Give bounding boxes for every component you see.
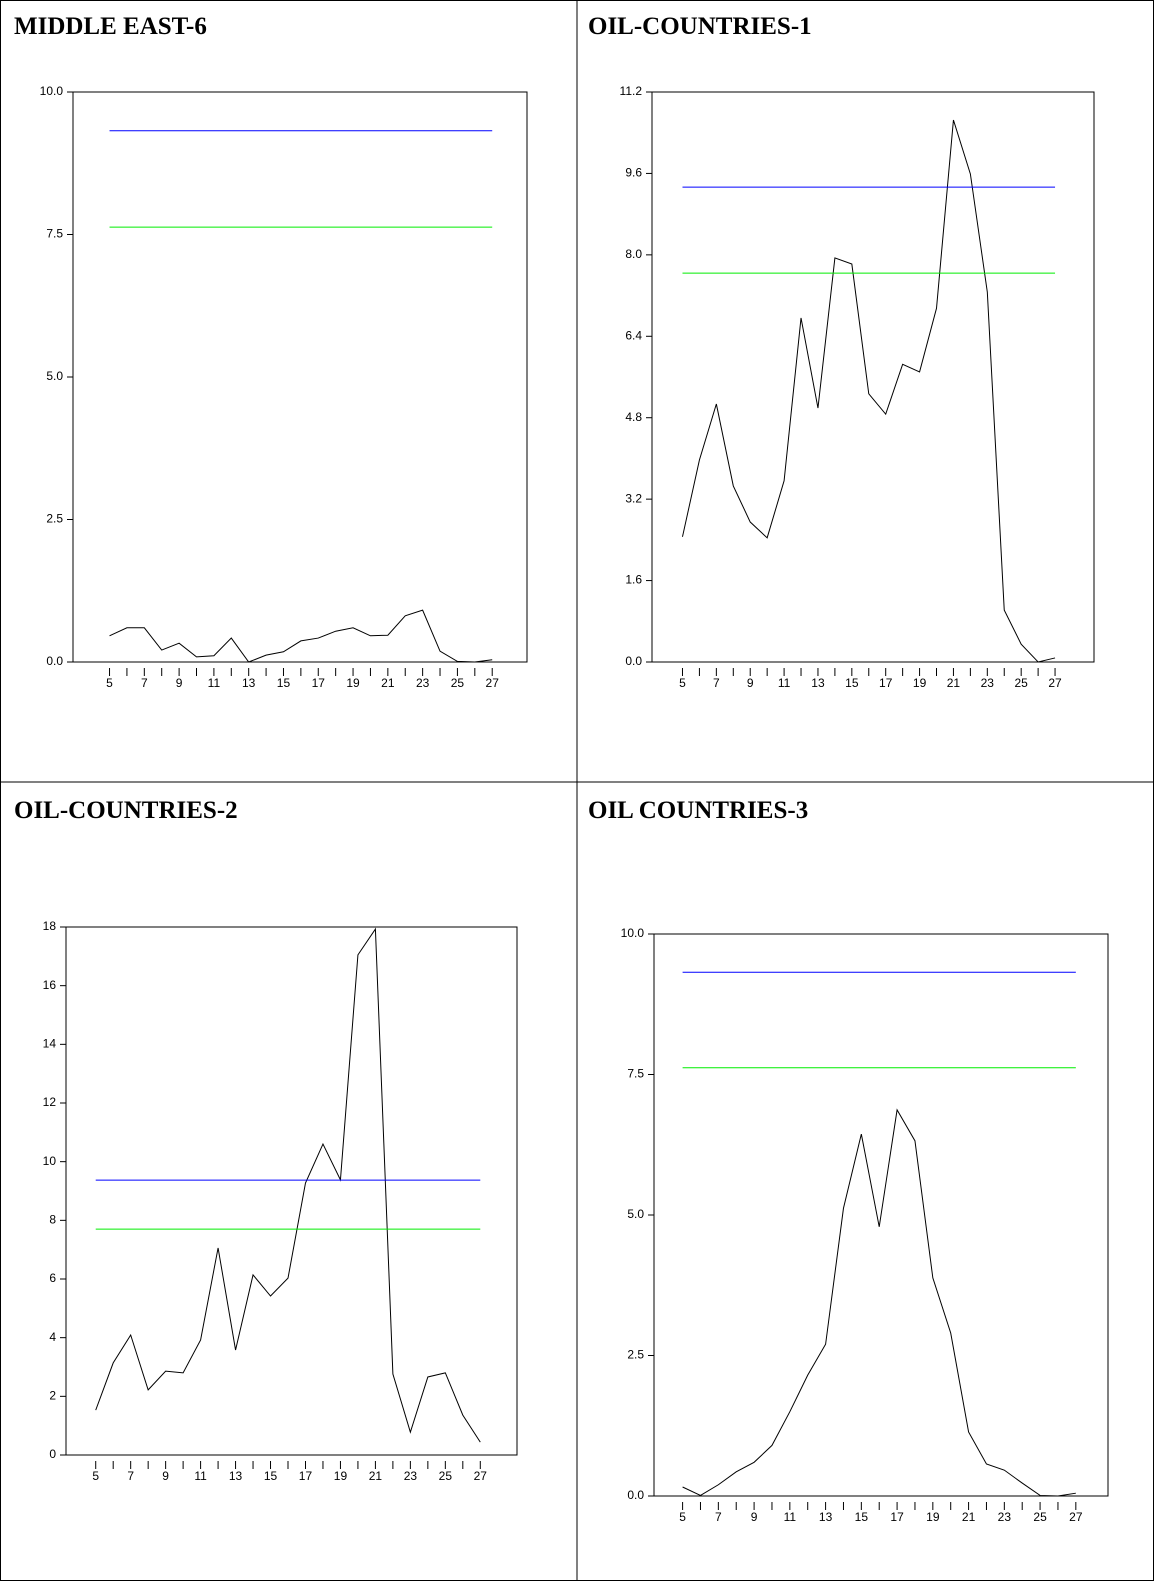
y-tick-label: 4.8 [625, 410, 642, 424]
y-tick-label: 11.2 [620, 84, 643, 98]
x-tick-label: 25 [1015, 676, 1029, 690]
chart-title: MIDDLE EAST-6 [14, 13, 207, 40]
y-tick-label: 12 [43, 1095, 57, 1109]
y-tick-label: 10 [43, 1154, 57, 1168]
data-line [681, 119, 1056, 663]
x-tick-label: 19 [346, 676, 360, 690]
x-tick-label: 11 [194, 1469, 207, 1483]
chart-title: OIL COUNTRIES-3 [588, 797, 808, 824]
chart-title: OIL-COUNTRIES-1 [588, 13, 812, 40]
x-tick-label: 5 [92, 1469, 99, 1483]
x-tick-label: 11 [208, 676, 221, 690]
x-tick-label: 7 [715, 1510, 722, 1524]
x-tick-label: 25 [439, 1469, 453, 1483]
x-tick-label: 13 [811, 676, 825, 690]
x-tick-label: 19 [926, 1510, 940, 1524]
x-tick-label: 27 [486, 676, 500, 690]
x-tick-label: 13 [819, 1510, 833, 1524]
x-tick-label: 27 [1069, 1510, 1083, 1524]
x-tick-label: 15 [277, 676, 291, 690]
y-tick-label: 6 [49, 1271, 56, 1285]
y-tick-label: 4 [49, 1330, 56, 1344]
x-tick-label: 17 [890, 1510, 904, 1524]
y-tick-label: 1.6 [625, 573, 642, 587]
x-tick-label: 7 [127, 1469, 134, 1483]
x-tick-label: 5 [679, 1510, 686, 1524]
y-tick-label: 2.5 [46, 512, 63, 526]
x-tick-label: 19 [334, 1469, 348, 1483]
y-tick-label: 9.6 [625, 166, 642, 180]
x-tick-label: 15 [855, 1510, 869, 1524]
x-tick-label: 7 [713, 676, 720, 690]
x-tick-label: 21 [369, 1469, 383, 1483]
x-tick-label: 13 [242, 676, 256, 690]
data-line [95, 927, 481, 1443]
y-tick-label: 6.4 [625, 328, 642, 342]
x-tick-label: 15 [264, 1469, 278, 1483]
x-tick-label: 9 [747, 676, 754, 690]
x-tick-label: 23 [416, 676, 430, 690]
x-tick-label: 17 [312, 676, 326, 690]
plot-frame [72, 91, 528, 663]
x-tick-label: 7 [141, 676, 148, 690]
x-tick-label: 23 [404, 1469, 418, 1483]
x-tick-label: 5 [106, 676, 113, 690]
y-tick-label: 5.0 [46, 369, 63, 383]
x-tick-label: 21 [947, 676, 961, 690]
y-tick-label: 14 [43, 1037, 57, 1051]
x-tick-label: 5 [679, 676, 686, 690]
plot-frame [651, 91, 1095, 663]
y-tick-label: 2 [49, 1389, 56, 1403]
x-tick-label: 21 [962, 1510, 976, 1524]
y-tick-label: 0.0 [46, 654, 63, 668]
chart-title: OIL-COUNTRIES-2 [14, 797, 238, 824]
y-tick-label: 0 [49, 1447, 56, 1461]
x-tick-label: 23 [981, 676, 995, 690]
x-tick-label: 17 [299, 1469, 313, 1483]
y-tick-label: 8.0 [625, 247, 642, 261]
y-tick-label: 10.0 [621, 926, 645, 940]
x-tick-label: 11 [784, 1510, 797, 1524]
y-tick-label: 7.5 [46, 227, 63, 241]
x-tick-label: 15 [845, 676, 859, 690]
x-tick-label: 21 [381, 676, 395, 690]
x-tick-label: 9 [176, 676, 183, 690]
x-tick-label: 11 [778, 676, 791, 690]
y-tick-label: 16 [43, 978, 57, 992]
x-tick-label: 27 [1048, 676, 1062, 690]
y-tick-label: 5.0 [627, 1207, 644, 1221]
x-tick-label: 9 [162, 1469, 169, 1483]
y-tick-label: 3.2 [625, 491, 642, 505]
x-tick-label: 19 [913, 676, 927, 690]
y-tick-label: 2.5 [627, 1348, 644, 1362]
data-line [109, 609, 493, 663]
x-tick-label: 27 [474, 1469, 488, 1483]
x-tick-label: 9 [751, 1510, 758, 1524]
y-tick-label: 8 [49, 1213, 56, 1227]
x-tick-label: 23 [998, 1510, 1012, 1524]
y-tick-label: 0.0 [625, 654, 642, 668]
x-tick-label: 13 [229, 1469, 243, 1483]
x-tick-label: 25 [1033, 1510, 1047, 1524]
x-tick-label: 25 [451, 676, 465, 690]
x-tick-label: 17 [879, 676, 893, 690]
y-tick-label: 18 [43, 919, 57, 933]
plot-frame [65, 926, 518, 1456]
data-line [682, 1108, 1076, 1497]
y-tick-label: 7.5 [627, 1067, 644, 1081]
y-tick-label: 10.0 [40, 84, 64, 98]
y-tick-label: 0.0 [627, 1488, 644, 1502]
